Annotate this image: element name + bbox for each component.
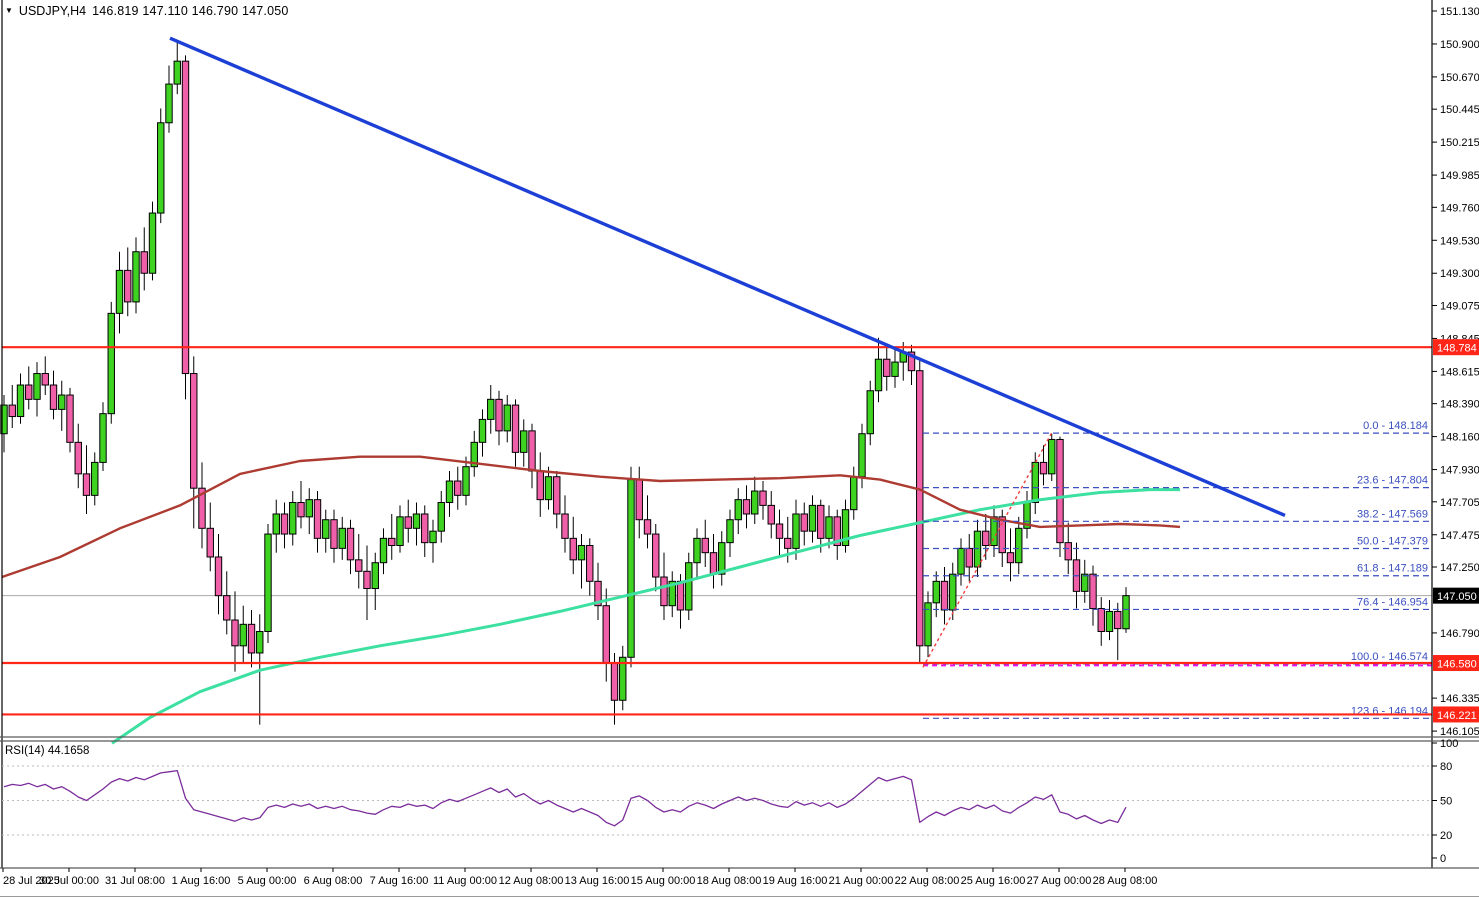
time-tick-label: 18 Aug 08:00 bbox=[697, 875, 762, 887]
pane-frame bbox=[0, 0, 1479, 869]
price-tick-label: 150.445 bbox=[1440, 104, 1479, 116]
fib-retracement[interactable]: 0.0 - 148.184 23.6 - 147.804 38.2 - 147.56… bbox=[923, 420, 1432, 719]
rsi-tick-label: 100 bbox=[1440, 738, 1458, 750]
price-tick-label: 150.215 bbox=[1440, 137, 1479, 149]
time-tick-label: 1 Aug 16:00 bbox=[172, 875, 231, 887]
price-tick-label: 150.900 bbox=[1440, 39, 1479, 51]
price-tick-label: 149.075 bbox=[1440, 300, 1479, 312]
slow-ma-line bbox=[1, 455, 1181, 579]
price-tick-label: 148.160 bbox=[1440, 432, 1479, 444]
candlesticks bbox=[0, 41, 1130, 725]
price-tick-label: 147.930 bbox=[1440, 465, 1479, 477]
rsi-line bbox=[3, 769, 1127, 827]
fib-level-label: 50.0 - 147.379 bbox=[1357, 536, 1428, 548]
time-tick-label: 21 Aug 00:00 bbox=[829, 875, 894, 887]
symbol-timeframe-label: USDJPY,H4 bbox=[18, 4, 87, 18]
horizontal-lines[interactable] bbox=[2, 346, 1432, 716]
time-tick-label: 7 Aug 16:00 bbox=[370, 875, 429, 887]
price-tick-label: 146.105 bbox=[1440, 726, 1479, 738]
ohlc-readout: 146.819 147.110 146.790 147.050 bbox=[92, 4, 289, 18]
price-badge-label: 146.221 bbox=[1437, 710, 1477, 722]
time-tick-label: 13 Aug 16:00 bbox=[565, 875, 630, 887]
time-tick-label: 25 Aug 16:00 bbox=[961, 875, 1026, 887]
rsi-indicator-label: RSI(14) 44.1658 bbox=[5, 745, 90, 757]
rsi-tick-label: 50 bbox=[1440, 796, 1452, 808]
time-tick-label: 28 Aug 08:00 bbox=[1093, 875, 1158, 887]
price-badge-label: 147.050 bbox=[1437, 591, 1477, 603]
fast-ma-line bbox=[111, 488, 1180, 745]
price-axis[interactable]: 151.130 150.900 150.670 150.445 150.215 149.9… bbox=[1432, 6, 1479, 865]
price-badge-label: 146.580 bbox=[1437, 659, 1477, 671]
descending-trendline bbox=[169, 36, 1286, 517]
rsi-pane bbox=[2, 765, 1432, 836]
fib-level-label: 0.0 - 148.184 bbox=[1363, 420, 1428, 432]
price-tick-label: 149.530 bbox=[1440, 235, 1479, 247]
price-tick-label: 147.705 bbox=[1440, 497, 1479, 509]
time-tick-label: 22 Aug 08:00 bbox=[895, 875, 960, 887]
time-tick-label: 31 Jul 08:00 bbox=[105, 875, 165, 887]
fib-level-label: 61.8 - 147.189 bbox=[1357, 563, 1428, 575]
price-badge bbox=[1433, 587, 1479, 604]
time-tick-label: 27 Aug 00:00 bbox=[1027, 875, 1092, 887]
time-tick-label: 30 Jul 00:00 bbox=[39, 875, 99, 887]
rsi-tick-label: 20 bbox=[1440, 830, 1452, 842]
price-tick-label: 146.335 bbox=[1440, 693, 1479, 705]
moving-averages bbox=[1, 455, 1181, 745]
time-tick-label: 28 Jul 2025 bbox=[3, 875, 60, 887]
price-tick-label: 151.130 bbox=[1440, 6, 1479, 18]
price-badge bbox=[1433, 706, 1479, 723]
price-badge bbox=[1433, 655, 1479, 672]
price-tick-label: 149.300 bbox=[1440, 268, 1479, 280]
rsi-tick-label: 80 bbox=[1440, 761, 1452, 773]
price-tick-label: 148.390 bbox=[1440, 399, 1479, 411]
time-tick-label: 15 Aug 00:00 bbox=[631, 875, 696, 887]
price-tick-label: 150.670 bbox=[1440, 72, 1479, 84]
fib-level-label: 100.0 - 146.574 bbox=[1351, 651, 1428, 663]
fib-level-label: 23.6 - 147.804 bbox=[1357, 475, 1428, 487]
chart-header: ▼ USDJPY,H4 146.819 147.110 146.790 147.… bbox=[5, 4, 289, 18]
dotted-rising-trendline bbox=[922, 431, 1053, 668]
fib-level-label: 38.2 - 147.569 bbox=[1357, 508, 1428, 520]
time-tick-label: 11 Aug 00:00 bbox=[433, 875, 497, 887]
price-badge-label: 148.784 bbox=[1437, 343, 1477, 355]
rsi-tick-label: 0 bbox=[1440, 853, 1446, 865]
chevron-down-icon[interactable]: ▼ bbox=[5, 6, 13, 15]
price-tick-label: 148.615 bbox=[1440, 366, 1479, 378]
price-badge bbox=[1433, 339, 1479, 356]
time-tick-label: 6 Aug 08:00 bbox=[304, 875, 363, 887]
price-tick-label: 147.250 bbox=[1440, 562, 1479, 574]
time-tick-label: 12 Aug 08:00 bbox=[499, 875, 564, 887]
time-tick-label: 5 Aug 00:00 bbox=[238, 875, 297, 887]
price-tick-label: 147.475 bbox=[1440, 530, 1479, 542]
price-tick-label: 146.790 bbox=[1440, 628, 1479, 640]
time-tick-label: 19 Aug 16:00 bbox=[763, 875, 828, 887]
price-tick-label: 149.760 bbox=[1440, 202, 1479, 214]
price-tick-label: 149.985 bbox=[1440, 170, 1479, 182]
fib-level-label: 76.4 - 146.954 bbox=[1357, 596, 1428, 608]
trendlines[interactable] bbox=[169, 36, 1286, 668]
